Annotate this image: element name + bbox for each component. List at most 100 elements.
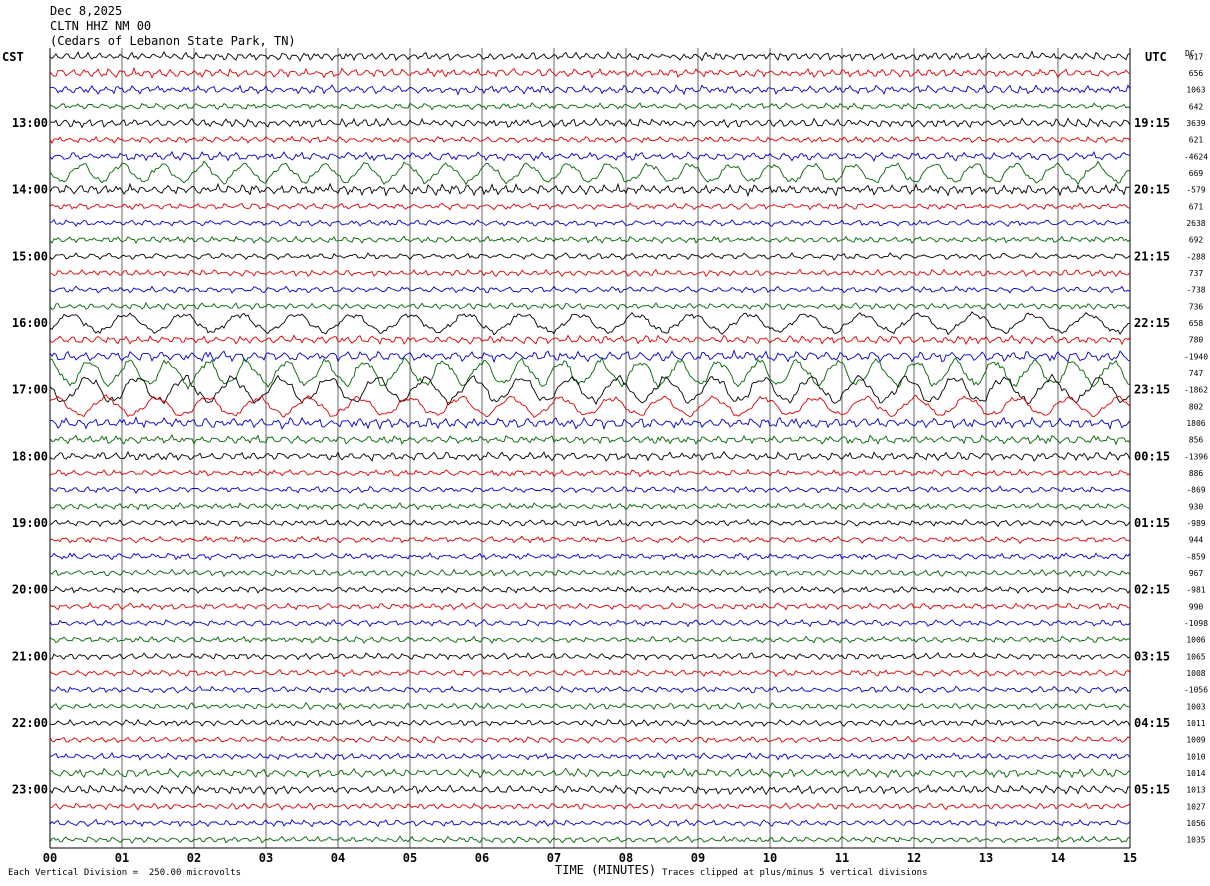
dc-offset-label: 1003	[1186, 702, 1205, 711]
trace-row	[49, 468, 1131, 478]
trace-row	[49, 669, 1131, 678]
trace-row	[49, 518, 1131, 528]
dc-offset-label: -859	[1186, 552, 1205, 561]
dc-offset-label: -981	[1186, 586, 1205, 595]
trace-row	[49, 182, 1131, 198]
dc-offset-label: -738	[1186, 286, 1205, 295]
dc-offset-label: 1027	[1186, 802, 1205, 811]
x-tick-label: 03	[259, 851, 273, 865]
trace-row	[49, 394, 1131, 418]
dc-offset-label: -579	[1186, 186, 1205, 195]
dc-offset-label: 1063	[1186, 86, 1205, 95]
utc-axis-label: UTC	[1145, 50, 1167, 64]
trace-row	[49, 252, 1131, 261]
trace-row	[49, 718, 1131, 728]
trace-row	[49, 602, 1131, 611]
dc-offset-label: 642	[1189, 102, 1204, 111]
dc-offset-label: -4624	[1184, 152, 1208, 161]
trace-row	[49, 835, 1131, 844]
trace-row	[49, 752, 1131, 761]
utc-hour-label: 23:15	[1134, 383, 1170, 397]
trace-row	[49, 202, 1131, 211]
dc-offset-label: -1940	[1184, 352, 1208, 361]
dc-offset-label: 669	[1189, 169, 1204, 178]
cst-hour-label: 21:00	[12, 649, 48, 663]
trace-row	[49, 349, 1131, 364]
trace-row	[49, 585, 1131, 594]
dc-offset-label: 3639	[1186, 119, 1205, 128]
cst-hour-label: 16:00	[12, 316, 48, 330]
utc-hour-label: 04:15	[1134, 716, 1170, 730]
dc-offset-label: 1013	[1186, 786, 1205, 795]
trace-row	[49, 135, 1131, 145]
trace-row	[49, 150, 1131, 162]
x-tick-label: 02	[187, 851, 201, 865]
dc-offset-label: 747	[1189, 369, 1204, 378]
dc-offset-label: 1056	[1186, 819, 1205, 828]
dc-offset-label: 656	[1189, 69, 1204, 78]
utc-hour-label: 21:15	[1134, 249, 1170, 263]
trace-row	[49, 635, 1131, 644]
utc-hour-label: 03:15	[1134, 649, 1170, 663]
trace-row	[49, 356, 1131, 391]
dc-offset-label: 1806	[1186, 419, 1205, 428]
dc-offset-label: 617	[1189, 52, 1204, 61]
dc-offset-label: 1006	[1186, 636, 1205, 645]
utc-hour-label: 19:15	[1134, 116, 1170, 130]
trace-row	[49, 235, 1131, 244]
utc-hour-label: 01:15	[1134, 516, 1170, 530]
cst-hour-label: 19:00	[12, 516, 48, 530]
x-tick-label: 12	[907, 851, 921, 865]
trace-row	[49, 285, 1131, 294]
dc-offset-label: 1014	[1186, 769, 1205, 778]
trace-row	[49, 735, 1131, 744]
trace-row	[49, 433, 1131, 446]
dc-offset-label: 930	[1189, 502, 1204, 511]
trace-row	[49, 702, 1131, 711]
cst-hour-label: 22:00	[12, 716, 48, 730]
trace-row	[49, 311, 1131, 336]
utc-hour-label: 05:15	[1134, 783, 1170, 797]
dc-offset-label: 856	[1189, 436, 1204, 445]
trace-row	[49, 301, 1131, 311]
x-tick-label: 09	[691, 851, 705, 865]
trace-row	[49, 685, 1131, 694]
x-tick-label: 11	[835, 851, 849, 865]
dc-offset-label: 1009	[1186, 736, 1205, 745]
trace-row	[49, 50, 1131, 62]
trace-row	[49, 66, 1131, 79]
dc-offset-label: 736	[1189, 302, 1204, 311]
dc-offset-label: 1011	[1186, 719, 1205, 728]
trace-row	[49, 767, 1131, 779]
x-tick-label: 06	[475, 851, 489, 865]
cst-hour-label: 17:00	[12, 383, 48, 397]
cst-hour-label: 15:00	[12, 249, 48, 263]
dc-offset-label: 1008	[1186, 669, 1205, 678]
dc-offset-label: 990	[1189, 602, 1204, 611]
trace-group	[49, 50, 1131, 844]
trace-row	[49, 334, 1131, 346]
dc-offset-label: 886	[1189, 469, 1204, 478]
cst-hour-label: 13:00	[12, 116, 48, 130]
cst-hour-label: 18:00	[12, 449, 48, 463]
dc-offset-label: 1065	[1186, 652, 1205, 661]
dc-offset-label: 802	[1189, 402, 1204, 411]
dc-offset-label: 671	[1189, 202, 1204, 211]
x-tick-label: 05	[403, 851, 417, 865]
x-tick-label: 13	[979, 851, 993, 865]
x-tick-label: 15	[1123, 851, 1137, 865]
x-tick-label: 00	[43, 851, 57, 865]
trace-row	[49, 268, 1131, 278]
utc-hour-label: 00:15	[1134, 449, 1170, 463]
clip-note: Traces clipped at plus/minus 5 vertical …	[662, 868, 928, 878]
trace-row	[49, 618, 1131, 628]
cst-hour-label: 20:00	[12, 583, 48, 597]
x-tick-label: 10	[763, 851, 777, 865]
scale-note: Each Vertical Division = 250.00 microvol…	[8, 868, 241, 878]
trace-row	[49, 450, 1131, 462]
dc-offset-label: 780	[1189, 336, 1204, 345]
trace-row	[49, 117, 1131, 129]
dc-offset-label: 2638	[1186, 219, 1205, 228]
dc-offset-label: 658	[1189, 319, 1204, 328]
cst-hour-label: 14:00	[12, 183, 48, 197]
